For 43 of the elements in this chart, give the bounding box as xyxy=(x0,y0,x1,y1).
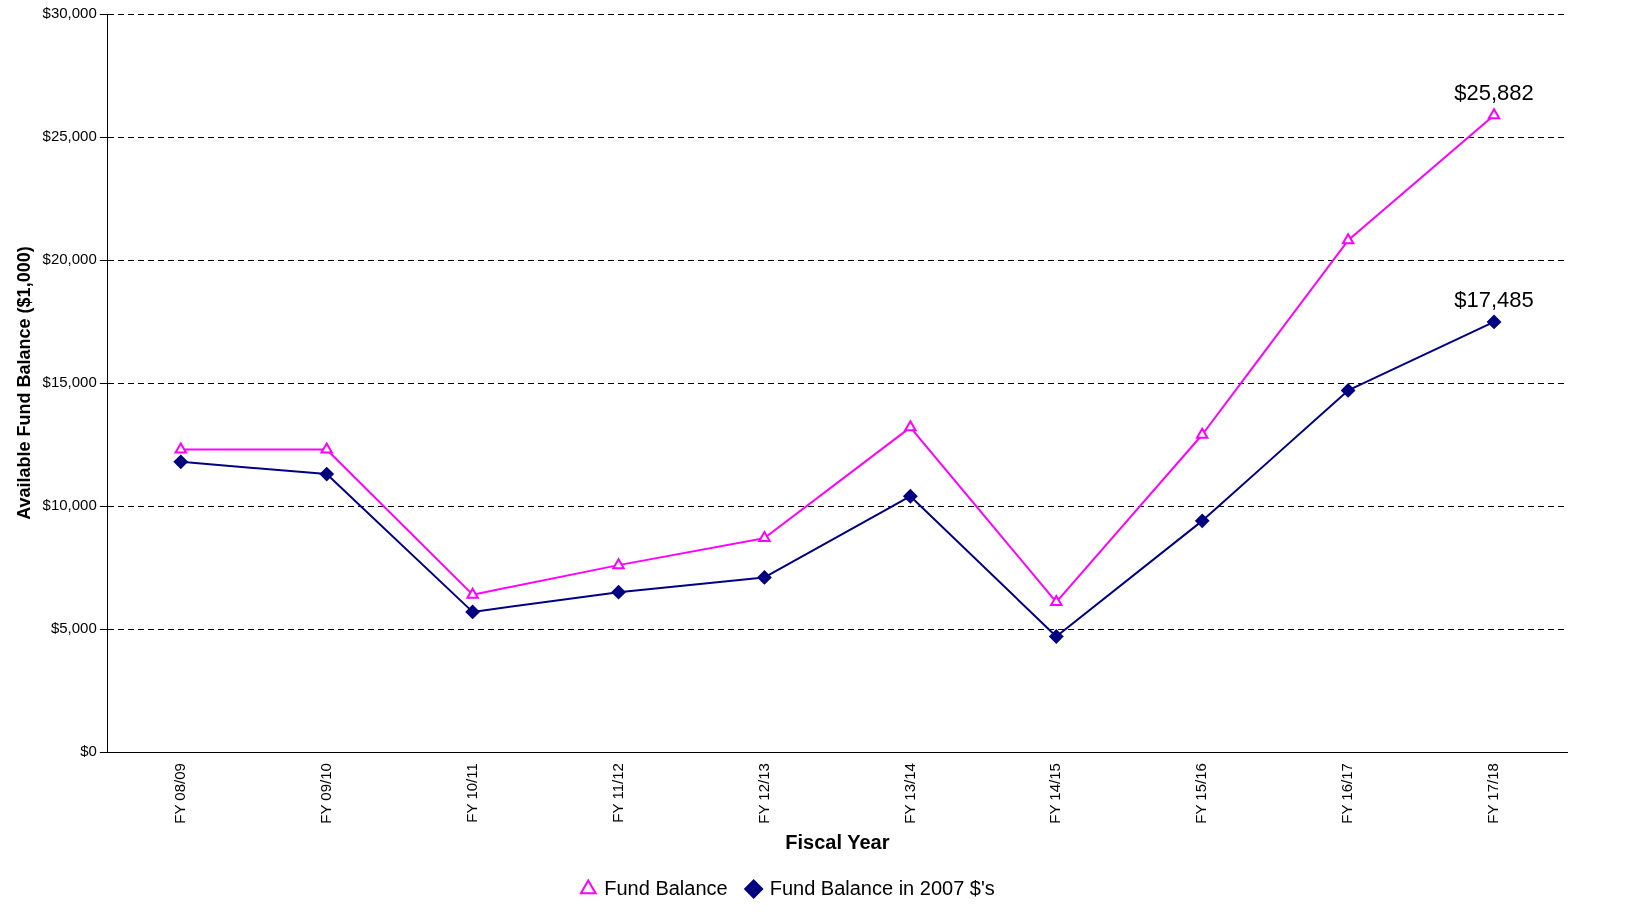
point xyxy=(904,420,917,432)
y-tick-label: $0 xyxy=(80,742,97,760)
x-tick-label: FY 11/12 xyxy=(608,763,626,823)
point xyxy=(903,489,918,504)
legend-label: Fund Balance in 2007 $'s xyxy=(769,876,995,899)
point xyxy=(612,558,625,570)
point xyxy=(173,454,188,469)
y-axis-title: Available Fund Balance ($1,000) xyxy=(13,246,34,520)
y-tick-label: $10,000 xyxy=(42,496,97,514)
x-tick-label: FY 17/18 xyxy=(1484,763,1502,824)
point xyxy=(1196,427,1209,439)
x-tick-label: FY 14/15 xyxy=(1046,763,1064,824)
point xyxy=(174,442,187,454)
point xyxy=(758,531,771,543)
x-tick-label: FY 10/11 xyxy=(462,763,480,823)
point xyxy=(1341,233,1355,245)
legend-label: Fund Balance xyxy=(604,876,728,899)
point xyxy=(1487,314,1502,329)
x-axis-title: Fiscal Year xyxy=(785,830,890,853)
y-tick-label: $15,000 xyxy=(42,373,97,391)
y-tick-label: $20,000 xyxy=(42,250,97,268)
point xyxy=(1487,108,1501,120)
point xyxy=(466,587,479,599)
point xyxy=(1049,629,1064,644)
data-label: $25,882 xyxy=(1454,80,1534,106)
point xyxy=(1195,513,1210,528)
point xyxy=(465,604,480,619)
point xyxy=(1050,595,1063,607)
point xyxy=(1341,383,1356,398)
point xyxy=(319,467,334,482)
x-tick-label: FY 15/16 xyxy=(1192,763,1210,824)
y-tick-label: $25,000 xyxy=(42,127,97,145)
y-tick-label: $30,000 xyxy=(42,4,97,22)
data-label: $17,485 xyxy=(1454,286,1534,312)
x-tick-label: FY 16/17 xyxy=(1338,763,1356,824)
x-tick-label: FY 13/14 xyxy=(900,763,918,824)
x-tick-label: FY 09/10 xyxy=(316,763,334,824)
point xyxy=(611,585,626,600)
point xyxy=(757,570,772,585)
y-tick-label: $5,000 xyxy=(50,619,97,637)
x-tick-label: FY 12/13 xyxy=(754,763,772,824)
x-tick-label: FY 08/09 xyxy=(170,763,188,824)
point xyxy=(320,442,333,454)
